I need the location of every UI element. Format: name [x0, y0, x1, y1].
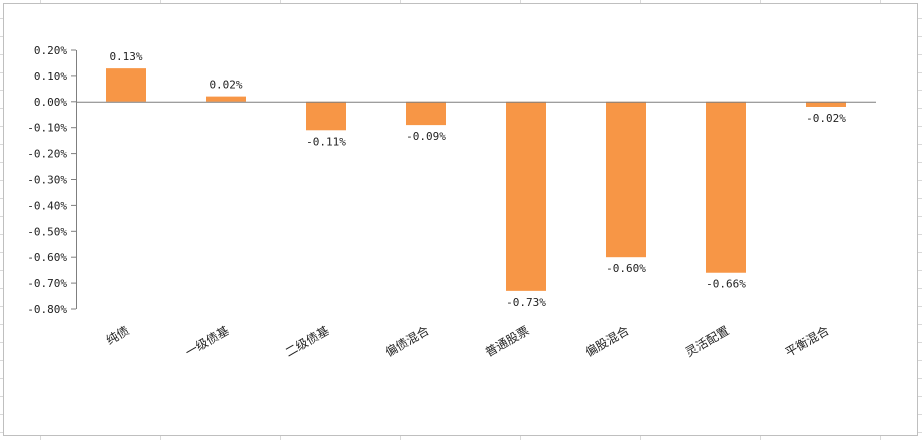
y-tick-label: 0.10%: [34, 70, 67, 83]
bar: [206, 96, 246, 102]
bar: [706, 101, 746, 273]
y-tick-label: -0.50%: [27, 225, 67, 238]
y-tick-label: -0.30%: [27, 174, 67, 187]
chart-area-border: [3, 3, 918, 436]
y-tick-label: -0.80%: [27, 303, 67, 316]
data-label: -0.02%: [806, 112, 846, 125]
data-label: -0.66%: [706, 278, 746, 291]
bar: [606, 101, 646, 258]
data-labels: 0.13% 0.02% -0.11% -0.09% -0.73% -0.60% -0.66%…: [109, 50, 846, 309]
bars: [76, 68, 876, 291]
data-label: 0.02%: [209, 79, 242, 92]
data-label: -0.11%: [306, 135, 346, 148]
y-tick-label: -0.60%: [27, 251, 67, 264]
y-tick-label: -0.10%: [27, 122, 67, 135]
y-tick-label: -0.20%: [27, 148, 67, 161]
y-axis: 0.20% 0.10% 0.00% -0.10% -0.20% -0.30% -0.40% -…: [27, 44, 77, 316]
bar: [406, 101, 446, 126]
data-label: 0.13%: [109, 50, 142, 63]
bar: [806, 101, 846, 107]
y-tick-label: 0.20%: [34, 44, 67, 57]
data-label: -0.60%: [606, 262, 646, 275]
y-tick-label: -0.40%: [27, 199, 67, 212]
data-label: -0.73%: [506, 296, 546, 309]
bar: [306, 101, 346, 131]
y-tick-label: 0.00%: [34, 96, 67, 109]
bar: [106, 68, 146, 102]
y-tick-label: -0.70%: [27, 277, 67, 290]
bar: [506, 101, 546, 291]
data-label: -0.09%: [406, 130, 446, 143]
